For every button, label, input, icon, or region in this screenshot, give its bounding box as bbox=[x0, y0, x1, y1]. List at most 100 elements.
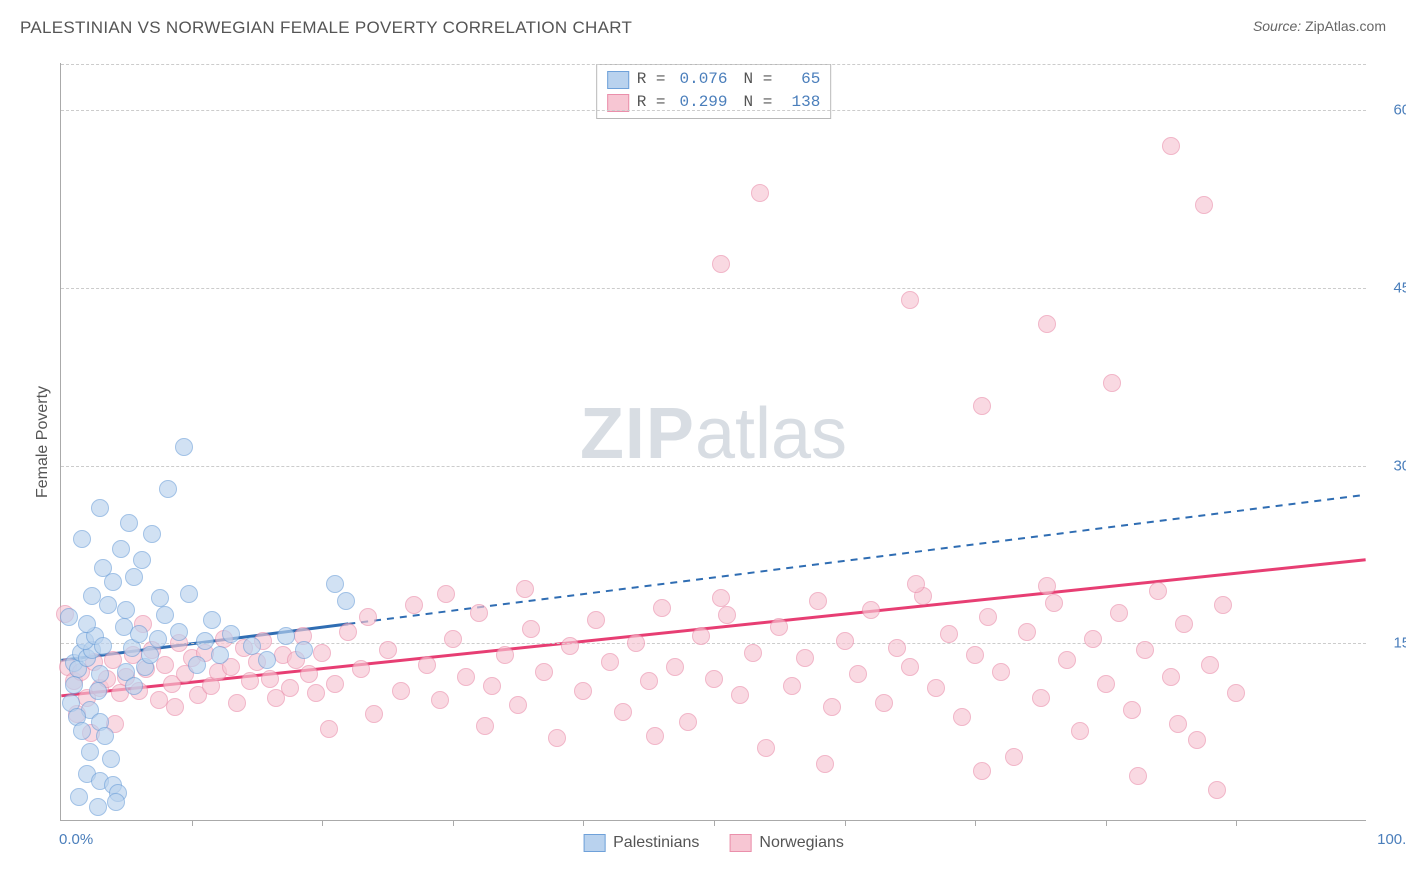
scatter-point-palestinians bbox=[91, 665, 109, 683]
scatter-point-norwegians bbox=[1129, 767, 1147, 785]
x-tick-mark bbox=[975, 820, 976, 826]
watermark: ZIPatlas bbox=[580, 392, 847, 474]
scatter-point-palestinians bbox=[295, 641, 313, 659]
scatter-point-norwegians bbox=[548, 729, 566, 747]
scatter-point-palestinians bbox=[89, 798, 107, 816]
y-tick-label: 15.0% bbox=[1376, 635, 1406, 652]
scatter-point-norwegians bbox=[770, 618, 788, 636]
scatter-point-palestinians bbox=[94, 637, 112, 655]
scatter-point-palestinians bbox=[337, 592, 355, 610]
stat-n-value: 65 bbox=[780, 68, 820, 91]
x-tick-mark bbox=[714, 820, 715, 826]
x-tick-mark bbox=[1106, 820, 1107, 826]
y-tick-label: 45.0% bbox=[1376, 280, 1406, 297]
scatter-point-norwegians bbox=[574, 682, 592, 700]
scatter-point-norwegians bbox=[953, 708, 971, 726]
scatter-point-palestinians bbox=[117, 601, 135, 619]
scatter-point-norwegians bbox=[718, 606, 736, 624]
legend-label: Norwegians bbox=[759, 834, 843, 852]
scatter-point-norwegians bbox=[587, 611, 605, 629]
scatter-point-norwegians bbox=[907, 575, 925, 593]
scatter-point-palestinians bbox=[188, 656, 206, 674]
scatter-point-norwegians bbox=[679, 713, 697, 731]
scatter-point-norwegians bbox=[836, 632, 854, 650]
scatter-point-norwegians bbox=[940, 625, 958, 643]
scatter-point-palestinians bbox=[125, 568, 143, 586]
scatter-point-norwegians bbox=[1208, 781, 1226, 799]
scatter-point-palestinians bbox=[112, 540, 130, 558]
scatter-point-norwegians bbox=[522, 620, 540, 638]
scatter-point-norwegians bbox=[1097, 675, 1115, 693]
y-gridline bbox=[61, 110, 1366, 111]
scatter-point-norwegians bbox=[783, 677, 801, 695]
scatter-point-palestinians bbox=[89, 682, 107, 700]
stat-r-value: 0.076 bbox=[674, 68, 728, 91]
scatter-point-norwegians bbox=[823, 698, 841, 716]
scatter-point-norwegians bbox=[476, 717, 494, 735]
scatter-point-norwegians bbox=[392, 682, 410, 700]
scatter-point-norwegians bbox=[1123, 701, 1141, 719]
scatter-point-norwegians bbox=[757, 739, 775, 757]
scatter-point-palestinians bbox=[203, 611, 221, 629]
scatter-point-palestinians bbox=[73, 722, 91, 740]
bottom-legend: PalestiniansNorwegians bbox=[583, 834, 844, 852]
scatter-point-norwegians bbox=[1149, 582, 1167, 600]
scatter-point-norwegians bbox=[1058, 651, 1076, 669]
x-tick-mark bbox=[192, 820, 193, 826]
scatter-point-norwegians bbox=[1110, 604, 1128, 622]
scatter-point-norwegians bbox=[809, 592, 827, 610]
scatter-point-palestinians bbox=[78, 615, 96, 633]
scatter-point-norwegians bbox=[418, 656, 436, 674]
scatter-point-norwegians bbox=[1084, 630, 1102, 648]
y-gridline bbox=[61, 288, 1366, 289]
scatter-point-palestinians bbox=[130, 625, 148, 643]
scatter-point-norwegians bbox=[1195, 196, 1213, 214]
scatter-point-norwegians bbox=[1201, 656, 1219, 674]
scatter-point-norwegians bbox=[712, 589, 730, 607]
scatter-point-norwegians bbox=[352, 660, 370, 678]
scatter-point-norwegians bbox=[640, 672, 658, 690]
y-tick-label: 30.0% bbox=[1376, 457, 1406, 474]
scatter-point-palestinians bbox=[211, 646, 229, 664]
y-tick-label: 60.0% bbox=[1376, 102, 1406, 119]
scatter-point-norwegians bbox=[313, 644, 331, 662]
scatter-point-norwegians bbox=[516, 580, 534, 598]
scatter-point-palestinians bbox=[277, 627, 295, 645]
scatter-point-norwegians bbox=[1162, 668, 1180, 686]
scatter-point-norwegians bbox=[320, 720, 338, 738]
watermark-rest: atlas bbox=[695, 393, 847, 473]
scatter-point-norwegians bbox=[1045, 594, 1063, 612]
scatter-point-norwegians bbox=[307, 684, 325, 702]
x-tick-mark bbox=[1236, 820, 1237, 826]
stat-n-label: N = bbox=[744, 68, 773, 91]
scatter-point-norwegians bbox=[973, 762, 991, 780]
scatter-point-norwegians bbox=[261, 670, 279, 688]
scatter-point-norwegians bbox=[646, 727, 664, 745]
x-tick-mark bbox=[583, 820, 584, 826]
scatter-point-norwegians bbox=[751, 184, 769, 202]
scatter-point-norwegians bbox=[1175, 615, 1193, 633]
scatter-point-norwegians bbox=[692, 627, 710, 645]
scatter-point-norwegians bbox=[1136, 641, 1154, 659]
scatter-point-norwegians bbox=[1227, 684, 1245, 702]
scatter-point-norwegians bbox=[601, 653, 619, 671]
chart-container: ZIPatlas Female Poverty R =0.076N =65R =… bbox=[20, 55, 1386, 875]
scatter-point-norwegians bbox=[992, 663, 1010, 681]
scatter-point-norwegians bbox=[849, 665, 867, 683]
scatter-point-norwegians bbox=[744, 644, 762, 662]
x-tick-mark bbox=[845, 820, 846, 826]
scatter-point-norwegians bbox=[1188, 731, 1206, 749]
scatter-point-norwegians bbox=[444, 630, 462, 648]
scatter-point-palestinians bbox=[141, 646, 159, 664]
scatter-point-norwegians bbox=[483, 677, 501, 695]
y-gridline bbox=[61, 466, 1366, 467]
scatter-point-norwegians bbox=[1162, 137, 1180, 155]
scatter-point-norwegians bbox=[901, 291, 919, 309]
scatter-point-norwegians bbox=[359, 608, 377, 626]
source-label: Source: bbox=[1253, 18, 1301, 34]
legend-swatch bbox=[729, 834, 751, 852]
scatter-point-norwegians bbox=[705, 670, 723, 688]
scatter-point-norwegians bbox=[816, 755, 834, 773]
scatter-point-norwegians bbox=[1103, 374, 1121, 392]
scatter-point-norwegians bbox=[470, 604, 488, 622]
